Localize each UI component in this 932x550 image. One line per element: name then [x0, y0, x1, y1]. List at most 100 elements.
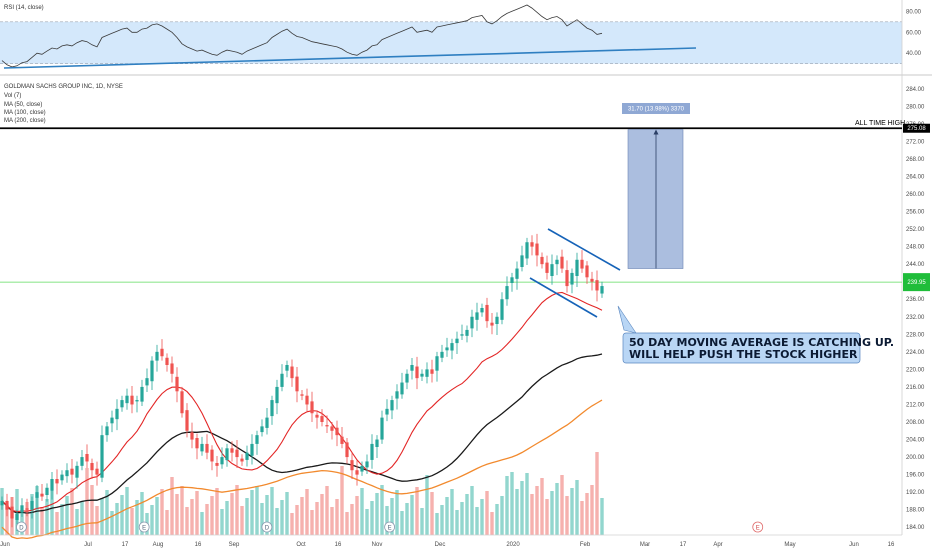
volume-bar — [120, 495, 124, 535]
candle-body — [550, 264, 554, 276]
volume-bar — [250, 490, 254, 535]
candle-body — [240, 458, 244, 462]
volume-bar — [205, 504, 209, 535]
volume-bar — [50, 491, 54, 535]
volume-bar — [270, 487, 274, 535]
event-marker[interactable]: E — [752, 521, 764, 533]
candle-body — [365, 461, 369, 468]
volume-bar — [140, 492, 144, 535]
candle-body — [35, 492, 39, 498]
price-tick-label: 256.00 — [906, 210, 925, 216]
rsi-tick-label: 80.00 — [906, 9, 922, 15]
candle-body — [55, 479, 59, 484]
volume-bar — [275, 508, 279, 535]
event-marker[interactable]: D — [261, 521, 273, 533]
candle-body — [450, 343, 454, 351]
volume-bar — [280, 500, 284, 535]
volume-bar — [455, 510, 459, 535]
volume-bar — [395, 490, 399, 535]
price-tick-label: 272.00 — [906, 139, 925, 145]
candle-body — [220, 457, 224, 465]
volume-bar — [465, 494, 469, 535]
volume-bar — [310, 510, 314, 535]
ath-price-tag: 275.08 — [907, 126, 926, 132]
volume-bar — [495, 504, 499, 535]
volume-bar — [385, 506, 389, 535]
measure-box[interactable] — [627, 129, 684, 269]
time-tick-label: 17 — [680, 542, 687, 548]
candle-body — [270, 400, 274, 417]
candle-body — [560, 256, 564, 269]
candle-body — [265, 417, 269, 428]
candle-body — [545, 262, 549, 273]
candle-body — [260, 426, 264, 433]
candle-body — [40, 493, 44, 497]
rsi-tick-label: 40.00 — [906, 51, 922, 57]
volume-bar — [470, 486, 474, 535]
time-tick-label: 17 — [122, 542, 129, 548]
candle-body — [290, 366, 294, 379]
price-tick-label: 200.00 — [906, 455, 925, 461]
candle-body — [160, 348, 164, 357]
candle-body — [30, 500, 34, 510]
candle-body — [510, 277, 514, 284]
callout-box[interactable] — [622, 332, 861, 364]
candle-body — [50, 479, 54, 491]
volume-bar — [160, 489, 164, 535]
candle-body — [195, 438, 199, 449]
legend-ma200: MA (200, close) — [4, 118, 46, 124]
volume-bar — [230, 493, 234, 535]
candle-body — [100, 435, 104, 478]
measure-label-bg — [622, 103, 690, 114]
candle-body — [455, 338, 459, 344]
volume-bar — [165, 510, 169, 535]
volume-bar — [420, 508, 424, 535]
volume-bar — [0, 488, 4, 535]
price-tick-label: 212.00 — [906, 402, 925, 408]
candle-body — [250, 443, 254, 456]
volume-bar — [5, 505, 9, 535]
rsi-tick-label: 60.00 — [906, 30, 922, 36]
volume-bar — [300, 497, 304, 535]
volume-bar — [155, 497, 159, 535]
candle-body — [225, 448, 229, 461]
volume-bar — [500, 496, 504, 535]
candle-body — [190, 432, 194, 440]
candle-body — [150, 360, 154, 382]
candle-body — [95, 468, 99, 475]
candle-body — [70, 468, 74, 475]
candle-body — [420, 373, 424, 377]
volume-bar — [555, 483, 559, 535]
time-tick-label: 16 — [195, 542, 202, 548]
event-marker-label: D — [265, 526, 270, 532]
candle-body — [65, 470, 69, 477]
rsi-label: RSI (14, close) — [4, 5, 44, 11]
candle-body — [180, 391, 184, 414]
volume-bar — [565, 496, 569, 535]
volume-bar — [190, 499, 194, 535]
event-marker[interactable]: E — [384, 521, 396, 533]
event-marker[interactable]: E — [138, 521, 150, 533]
candle-body — [185, 410, 189, 431]
price-tick-label: 244.00 — [906, 262, 925, 268]
candle-body — [325, 425, 329, 427]
candle-body — [485, 304, 489, 322]
volume-bar — [185, 507, 189, 535]
time-tick-label: Aug — [153, 542, 164, 548]
volume-bar — [560, 475, 564, 535]
volume-bar — [475, 507, 479, 535]
volume-bar — [530, 494, 534, 535]
price-tick-label: 208.00 — [906, 420, 925, 426]
volume-bar — [215, 488, 219, 535]
candle-body — [520, 255, 524, 268]
volume-bar — [195, 491, 199, 535]
volume-bar — [575, 480, 579, 535]
time-tick-label: 16 — [335, 542, 342, 548]
volume-bar — [435, 513, 439, 535]
channel-upper-line — [547, 228, 621, 271]
candle-body — [85, 454, 89, 462]
volume-bar — [130, 508, 134, 535]
event-marker[interactable]: D — [16, 521, 27, 533]
